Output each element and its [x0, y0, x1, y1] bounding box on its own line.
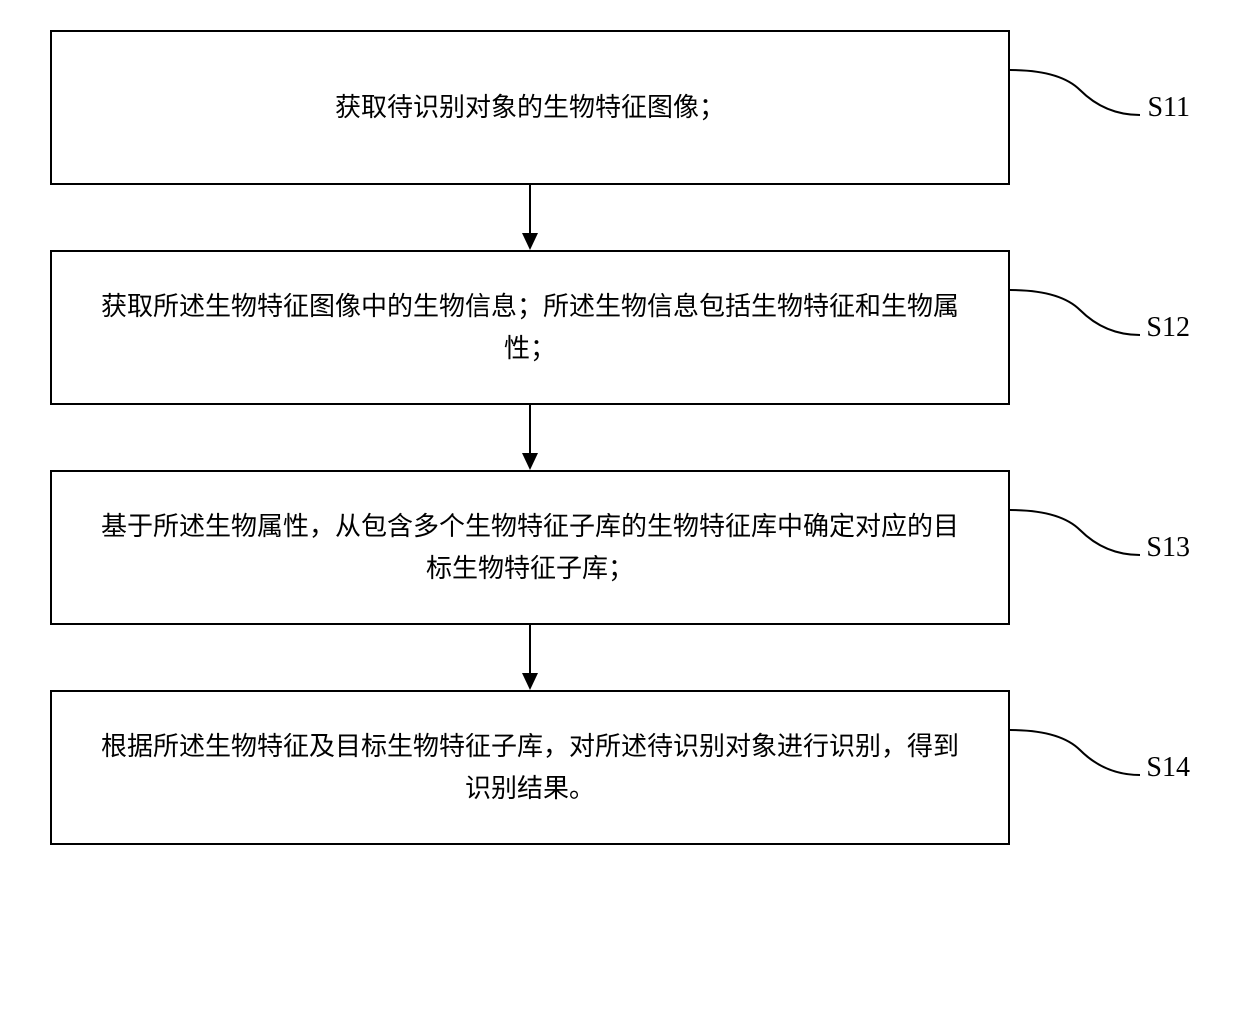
flowchart-container: 获取待识别对象的生物特征图像； S11 获取所述生物特征图像中的生物信息；所述生… [50, 30, 1190, 845]
step-label-2: S12 [1146, 312, 1190, 344]
step-text: 获取待识别对象的生物特征图像； [335, 87, 725, 129]
connector-line-2 [1010, 250, 1140, 405]
step-box-3: 基于所述生物属性，从包含多个生物特征子库的生物特征库中确定对应的目标生物特征子库… [50, 470, 1010, 625]
step-text: 根据所述生物特征及目标生物特征子库，对所述待识别对象进行识别，得到识别结果。 [92, 726, 968, 809]
step-text: 基于所述生物属性，从包含多个生物特征子库的生物特征库中确定对应的目标生物特征子库… [92, 506, 968, 589]
arrow-2 [50, 405, 1010, 470]
step-container-4: 根据所述生物特征及目标生物特征子库，对所述待识别对象进行识别，得到识别结果。 S… [50, 690, 1190, 845]
step-container-3: 基于所述生物属性，从包含多个生物特征子库的生物特征库中确定对应的目标生物特征子库… [50, 470, 1190, 625]
step-label-3: S13 [1146, 532, 1190, 564]
connector-line-3 [1010, 470, 1140, 625]
step-container-1: 获取待识别对象的生物特征图像； S11 [50, 30, 1190, 185]
step-box-4: 根据所述生物特征及目标生物特征子库，对所述待识别对象进行识别，得到识别结果。 [50, 690, 1010, 845]
step-text: 获取所述生物特征图像中的生物信息；所述生物信息包括生物特征和生物属性； [92, 286, 968, 369]
connector-line-1 [1010, 30, 1140, 185]
connector-line-4 [1010, 690, 1140, 845]
arrow-1 [50, 185, 1010, 250]
arrow-3 [50, 625, 1010, 690]
step-container-2: 获取所述生物特征图像中的生物信息；所述生物信息包括生物特征和生物属性； S12 [50, 250, 1190, 405]
step-box-2: 获取所述生物特征图像中的生物信息；所述生物信息包括生物特征和生物属性； [50, 250, 1010, 405]
step-box-1: 获取待识别对象的生物特征图像； [50, 30, 1010, 185]
step-label-4: S14 [1146, 752, 1190, 784]
step-label-1: S11 [1147, 92, 1190, 124]
